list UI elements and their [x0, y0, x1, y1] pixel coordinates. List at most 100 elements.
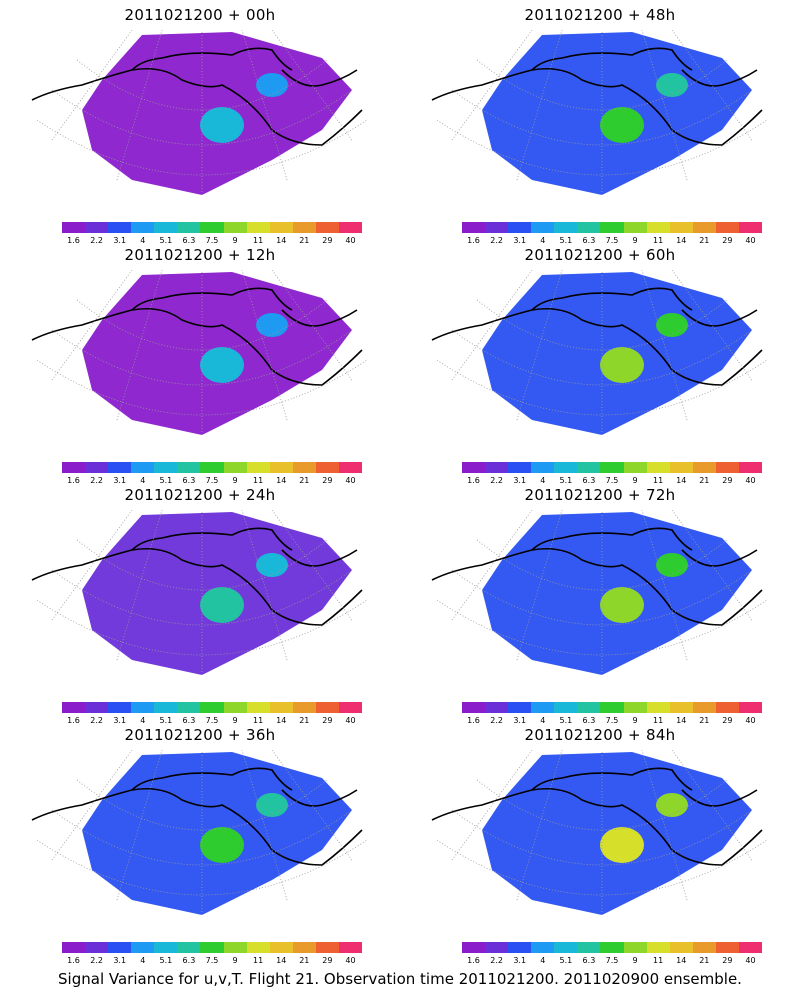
- colorbar-tick-label: 14: [276, 956, 287, 965]
- colorbar-segment: [292, 942, 316, 953]
- colorbar-tick-label: 40: [745, 956, 756, 965]
- colorbar-tick-label: 1.6: [467, 236, 480, 245]
- colorbar-tick-label: 40: [745, 476, 756, 485]
- colorbar-segment: [154, 462, 178, 473]
- colorbar-tick-label: 9: [232, 236, 238, 245]
- colorbar-segment: [108, 702, 132, 713]
- coastline: [31, 287, 363, 386]
- colorbar-tick-label: 4: [140, 476, 146, 485]
- colorbar-tick-label: 5.1: [159, 476, 173, 485]
- colorbar-segment: [246, 462, 270, 473]
- colorbar-tick-label: 3.1: [513, 956, 527, 965]
- colorbar: [462, 942, 763, 953]
- colorbar-tick-label: 7.5: [205, 236, 219, 245]
- colorbar-segment: [315, 702, 339, 713]
- colorbar-tick-label: 5.1: [559, 236, 573, 245]
- colorbar-segment: [108, 462, 132, 473]
- colorbar-tick-label: 11: [253, 476, 264, 485]
- forecast-panel: 2011021200 + 36h 1.6 2.2 3.1 4 5.1 6.3 7.5 9 11 1…: [0, 720, 400, 965]
- colorbar-segment: [223, 222, 247, 233]
- lat-lon-grid: [436, 270, 768, 435]
- colorbar-tick-label: 4: [540, 476, 546, 485]
- colorbar-segment: [485, 222, 509, 233]
- colorbar-segment: [85, 222, 109, 233]
- colorbar-tick-label: 14: [276, 236, 287, 245]
- forecast-panel: 2011021200 + 48h 1.6 2.2 3.1 4 5.1 6.3 7.5 9 11 1…: [400, 0, 800, 245]
- colorbar-segment: [715, 222, 739, 233]
- colorbar-tick-label: 4: [540, 956, 546, 965]
- colorbar-segment: [623, 942, 647, 953]
- colorbar-segment: [508, 462, 532, 473]
- colorbar-tick-label: 14: [676, 476, 687, 485]
- colorbar-segment: [738, 222, 763, 233]
- coastline: [431, 767, 763, 866]
- colorbar: [462, 462, 763, 473]
- variance-maximum: [200, 587, 244, 623]
- colorbar-tick-label: 1.6: [67, 956, 80, 965]
- colorbar-segment: [531, 222, 555, 233]
- colorbar-ticks: 1.6 2.2 3.1 4 5.1 6.3 7.5 9 11 14 21 29 40: [462, 716, 762, 726]
- colorbar-tick-label: 29: [322, 236, 333, 245]
- colorbar-segment: [738, 942, 763, 953]
- colorbar-tick-label: 11: [653, 716, 664, 725]
- colorbar-tick-label: 9: [632, 956, 638, 965]
- coastline: [31, 767, 363, 866]
- colorbar-tick-label: 6.3: [582, 476, 596, 485]
- colorbar-tick-label: 14: [676, 956, 687, 965]
- panel-title: 2011021200 + 00h: [124, 6, 276, 24]
- colorbar-tick-label: 3.1: [113, 476, 127, 485]
- colorbar-segment: [269, 462, 293, 473]
- colorbar-segment: [531, 702, 555, 713]
- colorbar-segment: [692, 942, 716, 953]
- colorbar-segment: [577, 462, 601, 473]
- colorbar-tick-label: 4: [140, 236, 146, 245]
- colorbar-tick-label: 9: [232, 716, 238, 725]
- colorbar-segment: [177, 462, 201, 473]
- colorbar-tick-label: 5.1: [559, 716, 573, 725]
- colorbar-segment: [108, 222, 132, 233]
- colorbar: [462, 222, 763, 233]
- variance-maximum: [600, 347, 644, 383]
- panel-title: 2011021200 + 12h: [124, 246, 276, 264]
- polar-map: [431, 270, 768, 435]
- colorbar-segment: [485, 942, 509, 953]
- colorbar-ticks: 1.6 2.2 3.1 4 5.1 6.3 7.5 9 11 14 21 29 40: [462, 236, 762, 246]
- panel-title: 2011021200 + 36h: [124, 726, 276, 744]
- colorbar-segment: [715, 702, 739, 713]
- panel-title: 2011021200 + 24h: [124, 486, 276, 504]
- colorbar-tick-label: 1.6: [467, 956, 480, 965]
- colorbar-tick-label: 21: [299, 476, 310, 485]
- lat-lon-grid: [436, 750, 768, 915]
- polar-map: [31, 30, 368, 195]
- colorbar-tick-label: 6.3: [582, 236, 596, 245]
- variance-maximum: [656, 553, 688, 577]
- colorbar-ticks: 1.6 2.2 3.1 4 5.1 6.3 7.5 9 11 14 21 29 40: [62, 956, 362, 966]
- colorbar-tick-label: 7.5: [605, 236, 619, 245]
- colorbar-tick-label: 5.1: [159, 236, 173, 245]
- colorbar-tick-label: 1.6: [67, 476, 80, 485]
- colorbar-segment: [85, 462, 109, 473]
- colorbar-ticks: 1.6 2.2 3.1 4 5.1 6.3 7.5 9 11 14 21 29 40: [462, 476, 762, 486]
- colorbar-ticks: 1.6 2.2 3.1 4 5.1 6.3 7.5 9 11 14 21 29 40: [462, 956, 762, 966]
- colorbar-tick-label: 29: [722, 476, 733, 485]
- colorbar-tick-label: 9: [632, 476, 638, 485]
- coastline: [31, 47, 363, 146]
- variance-maximum: [656, 793, 688, 817]
- colorbar-tick-label: 4: [540, 236, 546, 245]
- colorbar-segment: [315, 462, 339, 473]
- colorbar-segment: [554, 942, 578, 953]
- variance-maximum: [656, 313, 688, 337]
- forecast-panel: 2011021200 + 24h 1.6 2.2 3.1 4 5.1 6.3 7.5 9 11 1…: [0, 480, 400, 725]
- colorbar-segment: [85, 942, 109, 953]
- colorbar-tick-label: 6.3: [582, 716, 596, 725]
- colorbar-segment: [623, 222, 647, 233]
- colorbar-segment: [223, 702, 247, 713]
- colorbar-tick-label: 21: [699, 476, 710, 485]
- colorbar-tick-label: 4: [140, 956, 146, 965]
- colorbar-segment: [669, 702, 693, 713]
- colorbar-tick-label: 4: [140, 716, 146, 725]
- colorbar-segment: [646, 702, 670, 713]
- colorbar-segment: [508, 702, 532, 713]
- colorbar-segment: [692, 462, 716, 473]
- colorbar-tick-label: 40: [345, 476, 356, 485]
